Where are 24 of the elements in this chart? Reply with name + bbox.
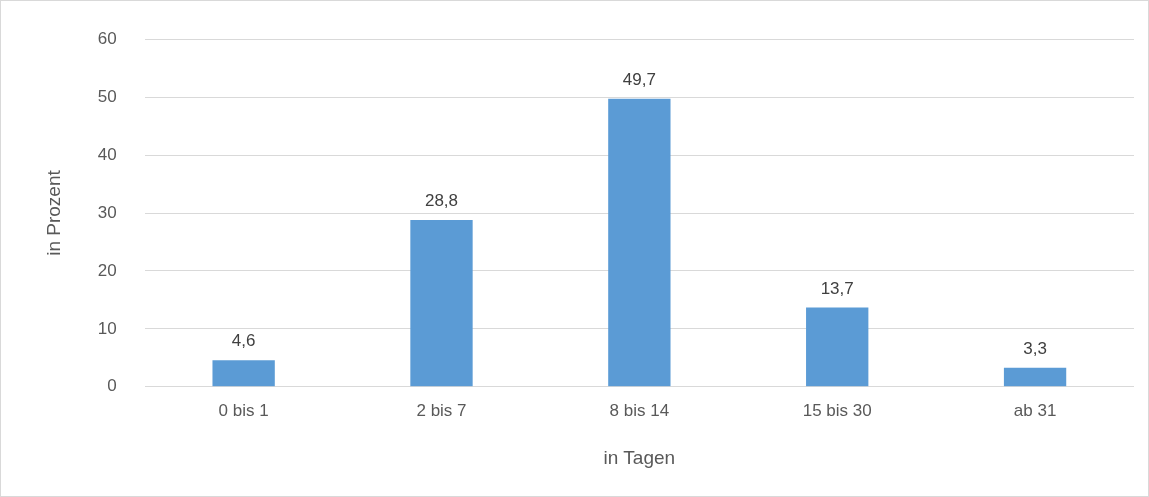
bar xyxy=(410,219,473,387)
y-tick-label: 40 xyxy=(97,144,117,164)
y-tick-label: 0 xyxy=(107,376,117,396)
y-tick-label: 10 xyxy=(97,318,117,338)
data-label: 13,7 xyxy=(820,278,854,298)
x-tick-label: 2 bis 7 xyxy=(416,400,467,420)
bar xyxy=(1003,367,1067,387)
data-label: 28,8 xyxy=(424,191,459,211)
data-label: 49,7 xyxy=(622,70,656,90)
data-label: 4,6 xyxy=(231,331,256,351)
y-tick-label: 20 xyxy=(97,260,117,280)
bar xyxy=(212,360,275,387)
bar xyxy=(608,98,671,387)
x-tick-label: 8 bis 14 xyxy=(609,400,670,420)
y-tick-label: 50 xyxy=(97,86,117,106)
data-label: 3,3 xyxy=(1023,338,1047,358)
bar xyxy=(806,307,869,387)
y-axis-title: in Prozent xyxy=(42,169,64,256)
y-tick-label: 60 xyxy=(97,28,117,48)
x-axis-title: in Tagen xyxy=(603,446,676,468)
x-tick-label: 15 bis 30 xyxy=(802,400,872,420)
x-tick-label: 0 bis 1 xyxy=(218,400,269,420)
x-tick-label: ab 31 xyxy=(1013,400,1057,420)
y-tick-label: 30 xyxy=(97,202,117,222)
